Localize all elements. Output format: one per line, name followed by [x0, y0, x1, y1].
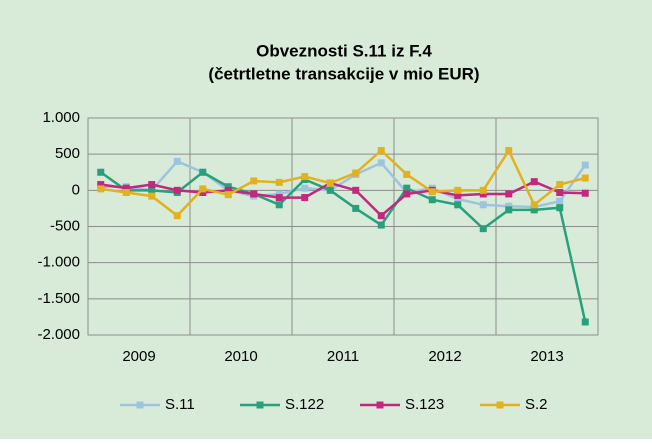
legend-marker	[136, 401, 144, 409]
point-marker	[97, 181, 105, 189]
y-tick-label: 0	[72, 181, 80, 198]
point-marker	[479, 201, 487, 209]
point-marker	[173, 186, 181, 194]
point-marker	[301, 184, 309, 192]
y-tick-label: -2.000	[37, 326, 80, 343]
point-marker	[403, 170, 411, 178]
y-tick-label: 1.000	[42, 109, 80, 126]
x-tick-label: 2013	[530, 348, 563, 365]
legend-label: S.11	[165, 396, 195, 413]
point-marker	[199, 185, 207, 193]
point-marker	[301, 194, 309, 202]
legend-label: S.122	[285, 396, 324, 413]
x-tick-label: 2010	[224, 348, 257, 365]
point-marker	[581, 174, 589, 182]
x-tick-label: 2012	[428, 348, 461, 365]
point-marker	[581, 318, 589, 326]
point-marker	[454, 191, 462, 199]
point-marker	[454, 195, 462, 203]
point-marker	[173, 212, 181, 220]
y-tick-label: 500	[55, 145, 80, 162]
point-marker	[556, 189, 564, 197]
series-line	[100, 159, 587, 209]
point-marker	[97, 168, 105, 176]
point-marker	[199, 168, 207, 176]
point-marker	[556, 181, 564, 189]
point-marker	[326, 179, 334, 187]
point-marker	[479, 186, 487, 194]
point-marker	[581, 161, 589, 169]
point-marker	[454, 201, 462, 209]
point-marker	[505, 206, 513, 214]
point-marker	[377, 212, 385, 220]
series-line	[100, 170, 587, 323]
point-marker	[556, 204, 564, 212]
point-marker	[224, 183, 232, 191]
point-marker	[556, 197, 564, 205]
point-marker	[148, 186, 156, 194]
y-tick-label: -1.000	[37, 254, 80, 271]
point-marker	[377, 221, 385, 229]
point-marker	[352, 204, 360, 212]
point-marker	[199, 189, 207, 197]
series-line	[100, 147, 586, 218]
point-marker	[301, 173, 309, 181]
x-tick-label: 2009	[122, 348, 155, 365]
point-marker	[428, 196, 436, 204]
y-tick-label: -500	[50, 217, 80, 234]
point-marker	[403, 190, 411, 198]
point-marker	[250, 190, 258, 198]
plot-border	[87, 117, 599, 336]
point-marker	[530, 201, 538, 209]
point-marker	[352, 169, 360, 177]
point-marker	[454, 186, 462, 194]
legend-marker	[496, 401, 504, 409]
chart-title: Obveznosti S.11 iz F.4	[256, 41, 432, 60]
point-marker	[403, 184, 411, 192]
legend-marker	[256, 401, 264, 409]
point-marker	[275, 190, 283, 198]
point-marker	[275, 194, 283, 202]
point-marker	[173, 157, 181, 165]
point-marker	[530, 178, 538, 186]
point-marker	[97, 185, 105, 193]
chart-subtitle: (četrtletne transakcije v mio EUR)	[208, 64, 479, 83]
series-line	[100, 180, 586, 218]
point-marker	[505, 202, 513, 210]
x-tick-label: 2011	[327, 348, 359, 365]
point-marker	[505, 147, 513, 155]
point-marker	[377, 159, 385, 167]
point-marker	[479, 190, 487, 198]
point-marker	[224, 191, 232, 199]
point-marker	[530, 206, 538, 214]
point-marker	[148, 192, 156, 200]
point-marker	[326, 186, 334, 194]
point-marker	[122, 184, 130, 192]
point-marker	[148, 181, 156, 189]
point-marker	[275, 178, 283, 186]
point-marker	[275, 201, 283, 209]
point-marker	[479, 225, 487, 233]
point-marker	[250, 177, 258, 185]
legend-label: S.123	[405, 396, 444, 413]
point-marker	[224, 186, 232, 194]
point-marker	[581, 189, 589, 197]
y-tick-label: -1.500	[37, 290, 80, 307]
point-marker	[122, 189, 130, 197]
legend-marker	[376, 401, 384, 409]
point-marker	[428, 188, 436, 196]
point-marker	[377, 147, 385, 155]
point-marker	[505, 190, 513, 198]
legend-label: S.2	[525, 396, 548, 413]
point-marker	[352, 186, 360, 194]
